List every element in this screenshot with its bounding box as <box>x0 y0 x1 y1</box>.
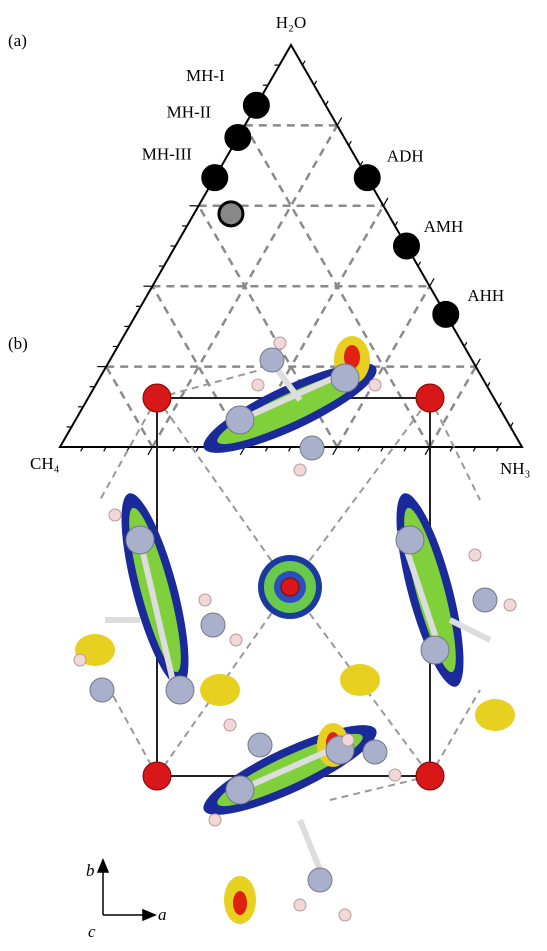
tick-mark <box>510 423 513 427</box>
crystal-structure: b c a <box>74 336 516 941</box>
point-label: AHH <box>467 286 504 305</box>
data-point <box>434 302 458 326</box>
data-point <box>244 93 268 117</box>
tick-mark <box>383 198 388 206</box>
data-point <box>395 234 419 258</box>
tick-mark <box>360 161 363 165</box>
tick-mark <box>464 342 467 346</box>
tick-mark <box>395 222 398 226</box>
tick-mark <box>148 447 153 455</box>
axis-label: c <box>88 922 96 941</box>
axis-label: a <box>158 905 167 924</box>
data-point <box>203 166 227 190</box>
vertex-label: H₂O <box>276 13 306 32</box>
point-label: AMH <box>424 217 464 236</box>
figure: (a) H₂O CH₄ NH₃ (b) MH-I MH-II MH-III ADH AM… <box>0 0 547 951</box>
point-label: MH-I <box>186 66 225 85</box>
vertex-label: CH₄ <box>30 454 60 473</box>
vertex-label: NH₃ <box>500 459 531 478</box>
axis-label: b <box>86 861 95 880</box>
tick-mark <box>349 141 352 145</box>
panel-label: (b) <box>8 334 28 353</box>
tick-mark <box>314 81 317 85</box>
tick-mark <box>487 382 490 386</box>
tick-mark <box>425 447 430 455</box>
tick-mark <box>418 262 421 266</box>
tick-mark <box>326 101 329 105</box>
point-label: MH-II <box>167 102 212 121</box>
point-label: ADH <box>387 147 424 166</box>
data-point <box>219 202 243 226</box>
point-label: MH-III <box>142 145 192 164</box>
grid-line <box>106 367 152 447</box>
data-point <box>226 125 250 149</box>
tick-mark <box>337 118 342 126</box>
tick-mark <box>499 402 502 406</box>
tick-mark <box>333 447 338 455</box>
data-point <box>355 166 379 190</box>
panel-label: (a) <box>8 31 27 50</box>
tick-mark <box>430 278 435 286</box>
tick-mark <box>476 359 481 367</box>
tick-mark <box>303 61 306 65</box>
